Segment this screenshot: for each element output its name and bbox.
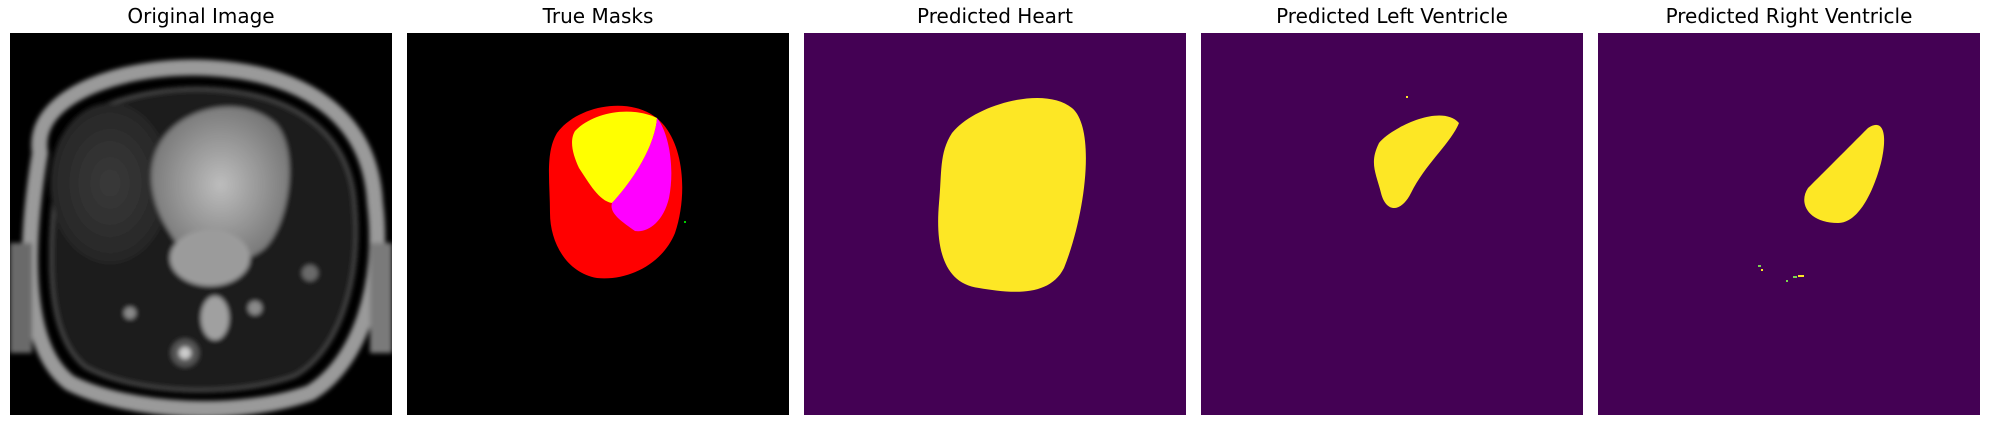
panel-predicted-right-ventricle: Predicted Right Ventricle — [1598, 0, 1980, 425]
panel-title-predicted-lv: Predicted Left Ventricle — [1276, 4, 1508, 28]
panel-title-original: Original Image — [127, 4, 275, 28]
true-masks-image — [407, 33, 789, 415]
panel-predicted-left-ventricle: Predicted Left Ventricle — [1201, 0, 1583, 425]
panel-predicted-heart: Predicted Heart — [804, 0, 1186, 425]
panel-original-image: Original Image — [10, 0, 392, 425]
right-ventricle-mask — [611, 118, 672, 232]
panel-title-predicted-rv: Predicted Right Ventricle — [1665, 4, 1913, 28]
mri-scan-image — [10, 33, 392, 415]
predicted-left-ventricle-image — [1201, 33, 1583, 415]
predicted-heart-image — [804, 33, 1186, 415]
panel-title-predicted-heart: Predicted Heart — [917, 4, 1073, 28]
predicted-right-ventricle-image — [1598, 33, 1980, 415]
panel-true-masks: True Masks — [407, 0, 789, 425]
left-ventricle-mask — [572, 111, 657, 203]
panel-title-true-masks: True Masks — [542, 4, 654, 28]
